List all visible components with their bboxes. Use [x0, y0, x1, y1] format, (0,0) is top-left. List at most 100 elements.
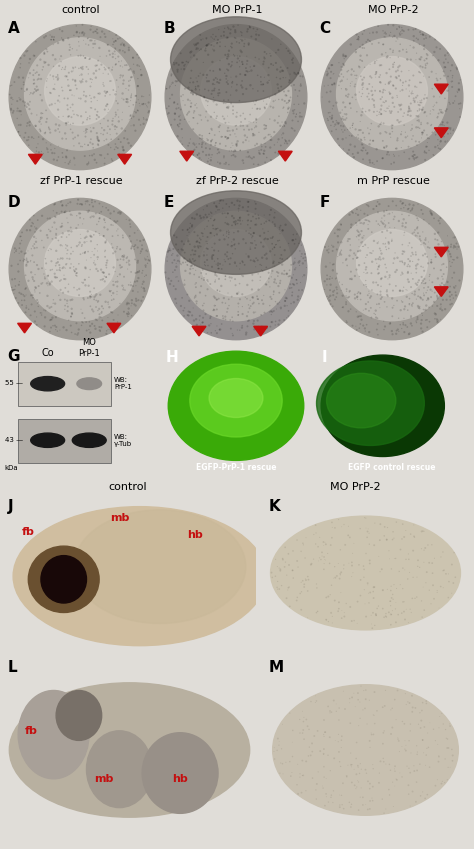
Point	[414, 554, 422, 567]
Point	[239, 87, 247, 101]
Point	[382, 31, 390, 44]
Point	[44, 45, 51, 59]
Point	[450, 280, 457, 294]
Point	[402, 603, 410, 616]
Point	[21, 85, 28, 98]
Point	[120, 74, 128, 87]
Point	[101, 244, 109, 257]
Point	[278, 128, 285, 142]
Point	[404, 273, 411, 286]
Point	[301, 254, 309, 267]
Point	[415, 253, 422, 267]
Point	[298, 110, 306, 124]
Point	[410, 69, 417, 82]
Point	[353, 305, 360, 318]
Point	[206, 312, 214, 325]
Point	[244, 214, 252, 228]
Point	[410, 518, 418, 531]
Point	[421, 791, 429, 805]
Point	[249, 127, 257, 141]
Point	[210, 73, 218, 87]
Point	[284, 44, 292, 58]
Point	[336, 275, 343, 289]
Point	[73, 108, 81, 121]
Point	[64, 244, 72, 257]
Point	[339, 132, 346, 146]
Point	[301, 572, 309, 586]
Point	[323, 613, 330, 627]
Point	[54, 73, 62, 87]
Point	[127, 94, 134, 108]
Point	[20, 131, 28, 144]
Point	[100, 112, 108, 126]
Point	[124, 95, 131, 109]
Point	[230, 144, 237, 158]
Point	[441, 776, 448, 790]
Point	[286, 263, 293, 277]
Point	[205, 37, 212, 51]
Point	[224, 20, 232, 34]
Point	[363, 48, 371, 62]
Point	[17, 237, 24, 250]
Point	[90, 141, 97, 155]
Point	[365, 522, 372, 536]
Point	[411, 94, 419, 108]
Point	[417, 721, 424, 734]
Point	[390, 578, 398, 592]
Point	[437, 263, 445, 277]
Point	[380, 83, 387, 97]
Point	[213, 200, 220, 214]
Point	[31, 220, 38, 233]
Point	[353, 230, 360, 244]
Point	[438, 301, 445, 314]
Point	[196, 43, 203, 57]
Point	[354, 293, 362, 306]
Point	[173, 249, 181, 262]
Point	[204, 114, 211, 127]
Point	[103, 256, 110, 269]
Point	[393, 89, 401, 103]
Point	[353, 736, 360, 750]
Ellipse shape	[327, 374, 396, 428]
Point	[407, 250, 415, 263]
Point	[103, 85, 111, 98]
Point	[78, 197, 85, 211]
Point	[207, 205, 214, 219]
Point	[448, 587, 456, 600]
Point	[399, 76, 407, 89]
Point	[219, 206, 227, 220]
Point	[368, 255, 376, 268]
Point	[413, 211, 421, 225]
Point	[421, 145, 428, 159]
Point	[276, 222, 283, 236]
Point	[280, 267, 288, 281]
Point	[115, 80, 122, 93]
Point	[92, 289, 100, 302]
Point	[203, 39, 210, 53]
Point	[359, 102, 366, 115]
Point	[392, 596, 400, 610]
Point	[193, 318, 201, 332]
Point	[405, 140, 412, 154]
Point	[284, 252, 292, 266]
Point	[354, 290, 361, 303]
Point	[187, 260, 195, 273]
Point	[119, 228, 127, 242]
Point	[444, 732, 451, 745]
Point	[178, 291, 186, 305]
Point	[359, 27, 366, 41]
Point	[395, 149, 403, 163]
Point	[362, 267, 370, 280]
Point	[206, 142, 214, 155]
Point	[293, 593, 301, 607]
Point	[135, 93, 142, 106]
Polygon shape	[180, 151, 194, 161]
Point	[66, 38, 73, 52]
Point	[119, 77, 127, 91]
Point	[399, 256, 406, 269]
Point	[423, 313, 431, 327]
Point	[422, 237, 429, 250]
Point	[417, 238, 425, 251]
Point	[125, 137, 132, 150]
Point	[245, 195, 253, 209]
